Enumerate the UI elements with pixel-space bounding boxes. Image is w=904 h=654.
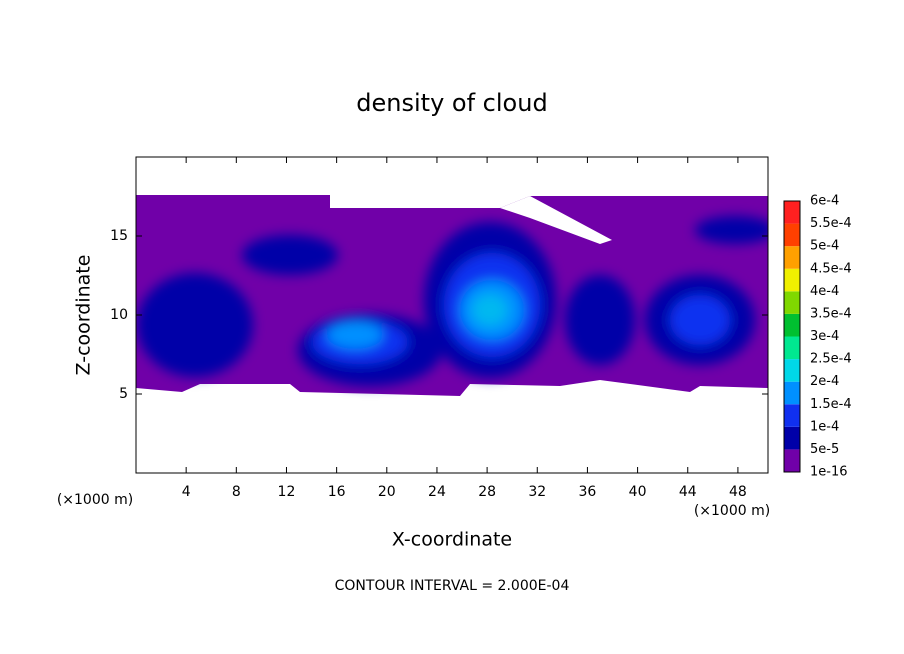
x-tick-label: 24 [428,484,446,500]
x-tick-label: 20 [378,484,396,500]
colorbar-label: 4.5e-4 [810,261,852,276]
colorbar-label: 1.5e-4 [810,397,852,412]
x-axis-label: X-coordinate [392,529,512,551]
colorbar-label: 4e-4 [810,284,839,299]
colorbar-label: 3e-4 [810,329,839,344]
x-tick-label: 12 [278,484,296,500]
colorbar-box [784,381,800,405]
x-tick-label: 8 [232,484,241,500]
colorbar-label: 5e-5 [810,442,839,457]
colorbar-box [784,313,800,337]
colorbar-label: 2e-4 [810,374,839,389]
colorbar-label: 6e-4 [810,194,839,209]
x-tick-label: 32 [528,484,546,500]
y-unit-label: (×1000 m) [57,492,133,508]
colorbar-label: 3.5e-4 [810,306,852,321]
gap [500,196,612,244]
colorbar-box [784,359,800,382]
chart-title: density of cloud [356,89,547,117]
colorbar-label: 1e-4 [810,419,839,434]
colorbar-box [784,336,800,360]
colorbar-box [784,426,800,450]
colorbar-label: 5e-4 [810,239,839,254]
colorbar-box [784,223,800,247]
colorbar-box [784,201,800,224]
x-tick-label: 16 [328,484,346,500]
colorbar-frame [783,200,801,473]
x-tick-label: 36 [579,484,597,500]
y-tick-label: 5 [119,386,128,402]
colorbar-box [784,246,800,269]
y-axis-label: Z-coordinate [73,255,95,376]
annotation: CONTOUR INTERVAL = 2.000E-04 [335,578,570,594]
x-tick-label: 44 [679,484,697,500]
x-tick-label: 40 [629,484,647,500]
x-tick-label: 28 [478,484,496,500]
colorbar-box [784,404,800,427]
colorbar-box [784,449,800,472]
colorbar-box [784,268,800,292]
colorbar-box [784,291,800,314]
x-tick-label: 4 [182,484,191,500]
cloud-cores [137,216,768,386]
contour-field [136,195,768,396]
y-tick-label: 15 [110,228,128,244]
colorbar-label: 5.5e-4 [810,216,852,231]
colorbar-label: 1e-16 [810,465,848,480]
x-unit-label: (×1000 m) [694,503,770,519]
y-tick-label: 10 [110,307,128,323]
x-tick-label: 48 [729,484,747,500]
colorbar-label: 2.5e-4 [810,352,852,367]
